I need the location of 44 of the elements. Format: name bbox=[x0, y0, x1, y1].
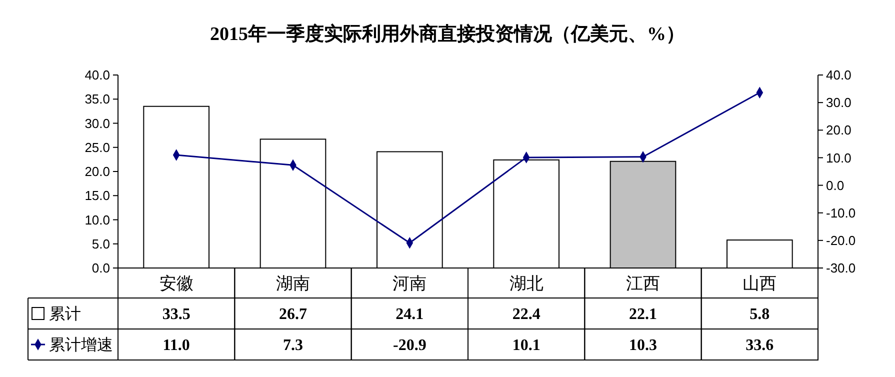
y2-tick-label: -30.0 bbox=[826, 260, 856, 276]
bar bbox=[726, 240, 793, 268]
data-label: 33.6 bbox=[746, 337, 774, 354]
y-tick-label: 35.0 bbox=[84, 92, 110, 107]
data-label: -20.9 bbox=[393, 337, 426, 354]
y2-tick-label: 40.0 bbox=[826, 68, 852, 83]
data-label: 10.1 bbox=[512, 337, 540, 354]
legend-label: 累计 bbox=[49, 305, 81, 324]
bar bbox=[610, 160, 676, 268]
y-tick-label: 25.0 bbox=[84, 140, 110, 155]
data-label: 22.1 bbox=[629, 306, 657, 324]
x-tick-label: 湖北 bbox=[509, 274, 544, 293]
data-label: 11.0 bbox=[162, 337, 190, 354]
bar bbox=[376, 151, 443, 268]
y-tick-label: 0.0 bbox=[92, 260, 110, 276]
data-label: 24.1 bbox=[396, 306, 424, 324]
data-label: 22.4 bbox=[512, 306, 540, 324]
chart-title: 2015年一季度实际利用外商直接投资情况（亿美元、%） bbox=[210, 23, 685, 45]
data-label: 10.3 bbox=[629, 337, 657, 354]
x-tick-label: 湖南 bbox=[276, 274, 310, 293]
legend-label: 累计增速 bbox=[49, 336, 113, 354]
bar bbox=[493, 159, 560, 268]
y-tick-label: 20.0 bbox=[84, 164, 110, 180]
y2-tick-label: 20.0 bbox=[826, 122, 852, 138]
data-label: 7.3 bbox=[283, 337, 303, 354]
y2-tick-label: 30.0 bbox=[826, 95, 852, 110]
bar bbox=[143, 106, 210, 268]
x-tick-label: 山西 bbox=[742, 274, 777, 293]
x-tick-label: 河南 bbox=[392, 274, 427, 293]
y-tick-label: 15.0 bbox=[84, 188, 110, 204]
data-label: 26.7 bbox=[279, 306, 307, 324]
data-label: 33.5 bbox=[162, 306, 190, 324]
y-tick-label: 30.0 bbox=[84, 116, 110, 131]
x-tick-label: 江西 bbox=[626, 274, 660, 293]
y-tick-label: 10.0 bbox=[84, 212, 110, 228]
bar bbox=[260, 138, 326, 268]
y-tick-label: 40.0 bbox=[84, 68, 110, 83]
data-label: 5.8 bbox=[750, 306, 770, 324]
y2-tick-label: 10.0 bbox=[826, 150, 852, 166]
y2-tick-label: -20.0 bbox=[826, 232, 856, 248]
y2-tick-label: -10.0 bbox=[826, 205, 856, 220]
y2-tick-label: 0.0 bbox=[826, 178, 844, 193]
x-tick-label: 安徽 bbox=[159, 274, 194, 293]
y-tick-label: 5.0 bbox=[92, 236, 110, 252]
